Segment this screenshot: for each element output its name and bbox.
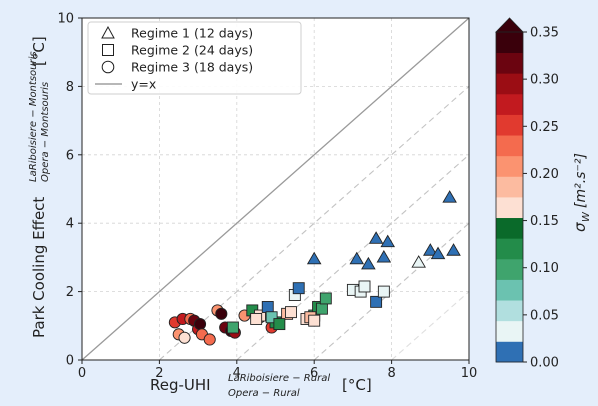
regime-1-point	[423, 243, 438, 256]
regime-3-point	[178, 331, 191, 344]
y-tick-label: 2	[66, 285, 74, 300]
x-tick-label: 6	[310, 366, 318, 381]
colorbar-label: σ W [m².s⁻²]	[571, 153, 592, 232]
colorbar-segment	[496, 93, 523, 115]
y-tick-label: 6	[66, 148, 74, 163]
regime-1-point	[368, 231, 384, 244]
colorbar-segment	[496, 114, 523, 136]
x-axis-label: Reg-UHI LaRiboisiere − Rural Opera − Rur…	[150, 373, 372, 399]
y-axis-label-main: Park Cooling Effect	[30, 197, 48, 338]
colorbar-segment	[496, 258, 523, 280]
colorbar-segment	[496, 197, 523, 219]
x-tick-label: 10	[461, 366, 478, 381]
regime-2-point	[250, 313, 263, 325]
plot-frame	[81, 17, 470, 361]
y-tick-label: 0	[66, 354, 74, 369]
legend-circle-icon	[101, 60, 115, 74]
legend-triangle-icon	[101, 25, 115, 39]
colorbar-segment	[496, 217, 523, 239]
x-axis-label-subscript: Opera − Rural	[228, 388, 300, 399]
y-tick-label: 8	[66, 80, 74, 95]
legend-square-icon	[102, 44, 114, 56]
colorbar-tick-label: 0.35	[530, 26, 559, 41]
colorbar-tick-label: 0.25	[530, 120, 559, 135]
regime-2-point	[226, 321, 239, 334]
identity-line	[81, 17, 470, 361]
colorbar-segment	[496, 155, 523, 177]
legend: Regime 1 (12 days) Regime 2 (24 days) Regi…	[87, 21, 302, 95]
data-points	[168, 190, 461, 346]
x-tick-label: 4	[233, 366, 241, 381]
colorbar-tick-label: 0.10	[530, 261, 559, 276]
offset-dashed-line	[313, 222, 470, 361]
colorbar-label-unit: [m².s⁻²]	[573, 153, 589, 208]
regime-1-point	[361, 256, 376, 270]
colorbar-segment	[496, 300, 523, 322]
regime-1-point	[306, 251, 322, 265]
colorbar-tick-label: 0.30	[530, 73, 559, 88]
regime-2-point	[377, 285, 390, 298]
legend-box	[87, 21, 302, 95]
regime-3-point	[215, 307, 228, 320]
regime-2-point	[319, 292, 332, 305]
regime-1-point	[349, 251, 365, 265]
regime-3-point	[193, 318, 207, 331]
regime-1-point	[411, 255, 426, 268]
colorbar-tick-label: 0.15	[530, 214, 559, 229]
colorbar-segment	[496, 341, 523, 363]
colorbar: 0.00 0.05 0.10 0.15 0.20 0.25 0.30 0.35	[495, 17, 559, 371]
x-tick-label: 8	[387, 366, 395, 381]
regime-2-point	[265, 311, 278, 324]
colorbar-segment	[496, 52, 523, 74]
x-tick-label: 0	[78, 366, 86, 381]
colorbar-label-subscript: W	[581, 211, 592, 222]
colorbar-segment	[496, 73, 523, 95]
regime-1-point	[376, 250, 392, 263]
colorbar-frame	[495, 31, 524, 363]
legend-label: Regime 1 (12 days)	[131, 26, 253, 41]
y-axis-label-subscript: Opera − Montsouris	[40, 82, 51, 182]
colorbar-segment	[496, 279, 523, 301]
legend-label: Regime 3 (18 days)	[131, 60, 253, 75]
regime-2-point	[308, 314, 321, 327]
x-axis-label-main: Reg-UHI	[150, 376, 211, 394]
regime-1-point	[380, 234, 396, 248]
x-axis-label-unit: [°C]	[342, 376, 372, 394]
legend-label: y=x	[131, 77, 156, 92]
regime-1-point	[430, 246, 446, 260]
colorbar-segment	[496, 176, 523, 198]
regime-2-point	[292, 282, 305, 295]
y-axis-label: Park Cooling Effect LaRiboisiere − Monts…	[28, 36, 51, 338]
colorbar-segment	[496, 238, 523, 260]
regime-3-point	[203, 333, 216, 346]
offset-dashed-line	[159, 85, 470, 361]
axis-ticks: 0 2 4 6 8 10 0 2 4 6 8 10	[57, 12, 477, 382]
offset-dashed-line	[391, 291, 470, 361]
y-axis-label-superscript: LaRiboisiere − Montsouris	[28, 51, 39, 182]
regime-1-point	[442, 190, 457, 203]
regime-1-point	[446, 243, 461, 256]
legend-label: Regime 2 (24 days)	[131, 43, 253, 58]
x-tick-label: 2	[155, 366, 163, 381]
regime-2-point	[370, 295, 383, 308]
y-tick-label: 10	[57, 12, 74, 27]
colorbar-segment	[496, 135, 523, 157]
colorbar-segment	[496, 320, 523, 342]
regime-2-point	[285, 306, 297, 319]
regime-2-point	[358, 280, 371, 293]
regime-2-point	[273, 318, 286, 331]
x-axis-label-superscript: LaRiboisiere − Rural	[228, 373, 330, 384]
y-axis-label-unit: [°C]	[30, 36, 48, 66]
colorbar-label-symbol: σ	[571, 222, 589, 232]
regime-2-point	[315, 302, 328, 315]
y-tick-label: 4	[66, 217, 74, 232]
regime-2-point	[261, 301, 274, 313]
colorbar-segment	[496, 32, 523, 54]
colorbar-tick-label: 0.00	[530, 356, 559, 371]
colorbar-tick-label: 0.20	[530, 167, 559, 182]
colorbar-tick-label: 0.05	[530, 308, 559, 323]
